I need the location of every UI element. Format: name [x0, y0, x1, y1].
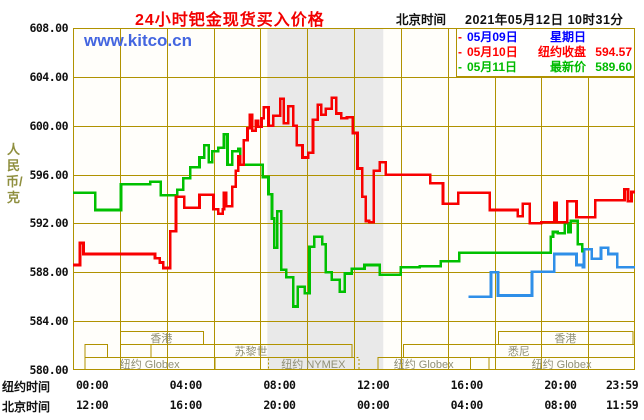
page-title: 24小时钯金现货买入价格: [135, 12, 325, 29]
chart-plot-area: 香港 香港 苏黎世 悉尼 纽约 Globex 纽约 NYMEX 纽约 Globex 纽约 Gl…: [73, 28, 636, 371]
x-tick-label: 00:00: [76, 378, 109, 392]
y-tick-label: 596.00: [29, 167, 68, 182]
legend-row-tuesday: - 05月11日 最新价 589.60: [457, 59, 634, 75]
price-line-1: [73, 133, 584, 308]
x-tick-label: 11:59: [606, 398, 639, 412]
x-tick-label: 00:00: [357, 398, 390, 412]
x-tick-label: 20:00: [544, 378, 577, 392]
session-label-纽约 Globex: 纽约 Globex: [394, 357, 454, 370]
beijing-time-label: 北京时间: [396, 13, 447, 27]
x-axis-newyork-row: 纽约时间 00:00 04:00 08:00 12:00 16:00 20:00 23:59: [0, 377, 644, 394]
x-tick-label: 12:00: [357, 378, 390, 392]
session-label-悉尼: 悉尼: [508, 345, 530, 358]
session-label-苏黎世: 苏黎世: [234, 344, 267, 358]
x-tick-label: 12:00: [76, 398, 109, 412]
legend-label: 纽约收盘: [537, 45, 586, 59]
y-tick-label: 588.00: [29, 265, 68, 280]
session-box-苏黎世: [150, 344, 353, 358]
y-tick-label: 580.00: [29, 363, 68, 377]
legend-label: 最新价: [549, 60, 586, 74]
legend-dash-icon: -: [458, 59, 462, 74]
legend-row-monday: - 05月10日 纽约收盘 594.57: [457, 44, 634, 60]
legend-row-sunday: - 05月09日 星期日: [457, 29, 634, 45]
legend-date: 05月10日: [467, 45, 518, 59]
legend-date: 05月09日: [467, 30, 518, 44]
legend-dash-icon: -: [458, 29, 462, 44]
x-axis-beijing-row: 北京时间 12:00 16:00 20:00 00:00 04:00 08:00 11:59: [0, 397, 644, 414]
price-line-0: [468, 246, 635, 298]
y-tick-label: 600.00: [29, 118, 68, 133]
y-tick-label: 584.00: [29, 314, 68, 329]
newyork-time-axis-label: 纽约时间: [2, 380, 51, 394]
nymex-session-band: [267, 28, 384, 370]
x-tick-label: 16:00: [450, 378, 484, 392]
y-axis-unit-label: 人民币/克: [6, 142, 23, 205]
x-tick-label: 04:00: [169, 378, 203, 392]
x-tick-label: 16:00: [169, 398, 203, 412]
session-label-纽约 NYMEX: 纽约 NYMEX: [281, 357, 346, 370]
legend-value: 589.60: [595, 59, 632, 74]
session-label-纽约 Globex: 纽约 Globex: [120, 357, 180, 370]
legend-dash-icon: -: [458, 44, 462, 59]
legend-label: 星期日: [549, 30, 586, 44]
current-datetime: 2021年05月12日 10时31分: [465, 13, 624, 27]
legend-box: - 05月09日 星期日 - 05月10日 纽约收盘 594.57 - 05月1…: [456, 28, 635, 77]
x-tick-label: 23:59: [606, 378, 639, 392]
y-tick-label: 592.00: [29, 216, 68, 231]
y-tick-label: 604.00: [29, 69, 68, 84]
session-label-香港: 香港: [150, 332, 172, 345]
x-tick-label: 08:00: [263, 378, 296, 392]
legend-date: 05月11日: [467, 60, 518, 74]
x-tick-label: 08:00: [544, 398, 577, 412]
session-label-纽约 Globex: 纽约 Globex: [532, 357, 592, 370]
legend-value: 594.57: [595, 44, 632, 59]
y-tick-label: 608.00: [29, 21, 68, 35]
price-line-2: [73, 96, 635, 270]
beijing-time-axis-label: 北京时间: [2, 400, 51, 414]
kitco-watermark: www.kitco.cn: [84, 31, 193, 50]
x-tick-label: 20:00: [263, 398, 296, 412]
x-tick-label: 04:00: [450, 398, 484, 412]
session-label-香港: 香港: [554, 332, 576, 345]
